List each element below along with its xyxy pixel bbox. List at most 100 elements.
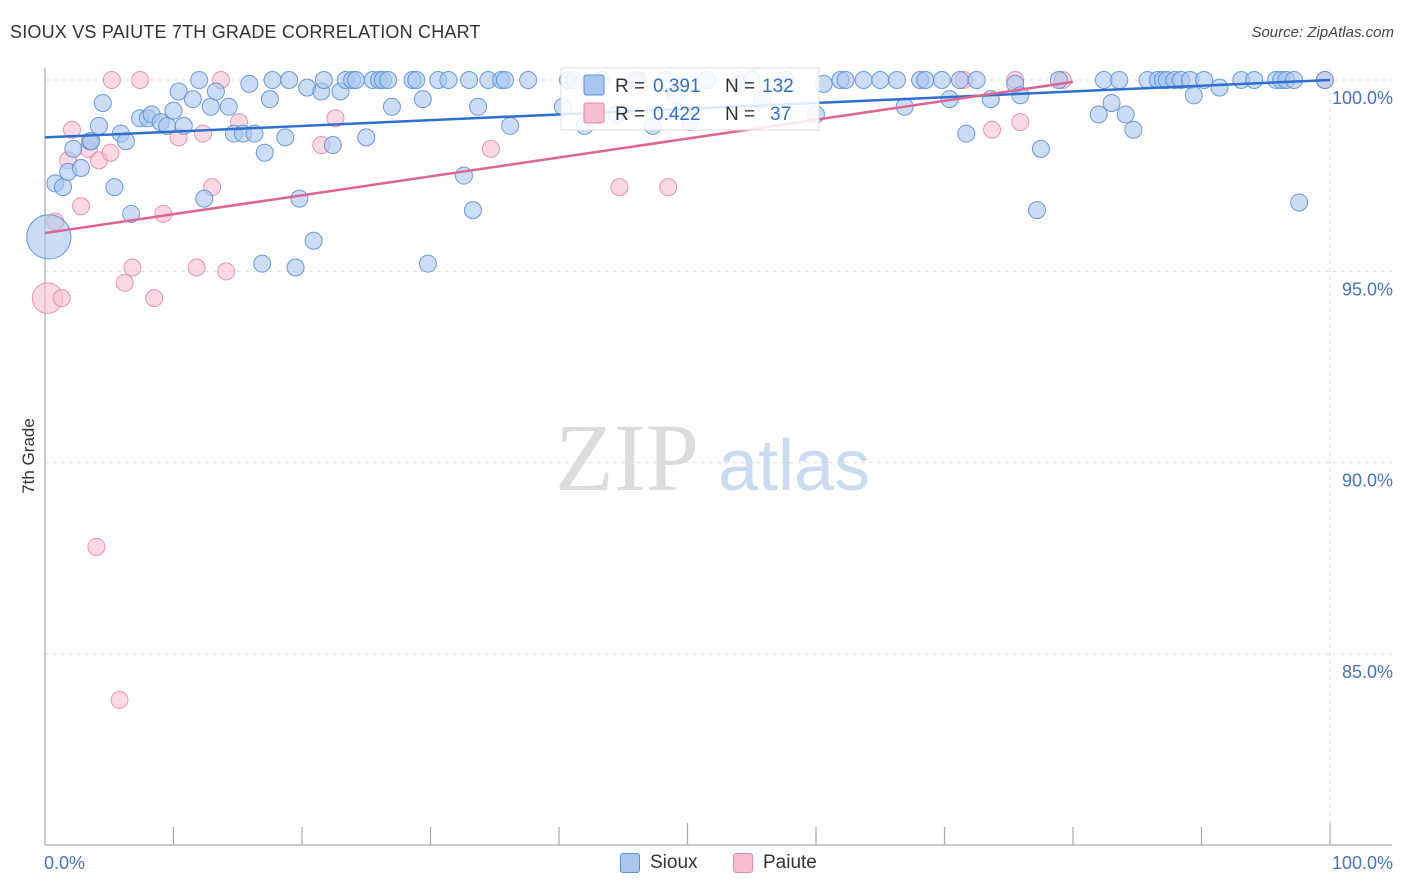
tick-labels: 100.0% 95.0% 90.0% 85.0% 0.0% 100.0%: [44, 88, 1393, 873]
sioux-point: [501, 116, 520, 135]
paiute-point: [52, 289, 71, 308]
sioux-r-label: R =: [615, 76, 645, 97]
sioux-point: [286, 258, 305, 277]
paiute-point: [87, 537, 106, 556]
paiute-point: [110, 690, 129, 709]
sioux-point: [1089, 105, 1108, 124]
sioux-point: [469, 97, 488, 116]
sioux-point: [122, 204, 141, 223]
sioux-point: [206, 82, 225, 101]
chart-title: SIOUX VS PAIUTE 7TH GRADE CORRELATION CH…: [10, 22, 481, 42]
sioux-point: [379, 71, 398, 89]
sioux-point: [240, 74, 259, 93]
paiute-point: [610, 178, 629, 197]
paiute-point: [217, 262, 236, 281]
paiute-point: [326, 109, 345, 128]
sioux-point: [967, 71, 986, 89]
sioux-point: [854, 71, 873, 89]
sioux-point: [263, 71, 282, 89]
sioux-swatch: [620, 853, 640, 873]
sioux-point: [407, 71, 426, 89]
sioux-point: [1290, 193, 1309, 212]
sioux-point: [1124, 120, 1143, 139]
sioux-point: [64, 139, 83, 158]
sioux-point: [169, 82, 188, 101]
sioux-point: [460, 71, 479, 89]
legend-item-sioux[interactable]: Sioux: [620, 852, 698, 874]
sioux-point: [950, 71, 969, 89]
paiute-trend-line: [44, 80, 1074, 235]
sioux-point: [932, 71, 951, 89]
sioux-point: [1245, 71, 1264, 89]
source-credit: Source: ZipAtlas.com: [1251, 24, 1394, 41]
y-tick-label: 85.0%: [1342, 662, 1393, 682]
sioux-legend-swatch: [583, 74, 605, 96]
legend-label-paiute: Paiute: [763, 852, 817, 873]
watermark-zip: ZIP: [555, 404, 699, 511]
sioux-point: [887, 71, 906, 89]
paiute-r-value: 0.422: [653, 104, 701, 125]
paiute-series: [31, 71, 1334, 709]
sioux-point: [195, 189, 214, 208]
sioux-point: [183, 90, 202, 109]
sioux-point: [1028, 201, 1047, 220]
sioux-point: [290, 189, 309, 208]
sioux-point: [82, 132, 101, 151]
sioux-point: [357, 128, 376, 147]
sioux-point: [463, 201, 482, 220]
y-tick-label: 100.0%: [1332, 88, 1393, 108]
sioux-n-value: 132: [762, 76, 794, 97]
sioux-point: [93, 93, 112, 112]
paiute-point: [187, 258, 206, 277]
y-axis-title: 7th Grade: [19, 418, 38, 494]
sioux-point: [1110, 71, 1129, 89]
sioux-point: [1210, 78, 1229, 97]
paiute-point: [101, 143, 120, 162]
sioux-point: [382, 97, 401, 116]
paiute-point: [71, 197, 90, 216]
sioux-point: [71, 159, 90, 178]
y-tick-label: 90.0%: [1342, 471, 1393, 491]
sioux-point: [413, 90, 432, 109]
sioux-point: [314, 71, 333, 89]
sioux-point: [1102, 93, 1121, 112]
sioux-r-value: 0.391: [653, 76, 701, 97]
paiute-point: [123, 258, 142, 277]
sioux-point: [201, 97, 220, 116]
legend-item-paiute[interactable]: Paiute: [733, 852, 817, 874]
paiute-point: [115, 273, 134, 292]
paiute-n-value: 37: [770, 104, 791, 125]
paiute-n-label: N =: [725, 104, 755, 125]
sioux-point: [957, 124, 976, 143]
bottom-legend: Sioux Paiute: [0, 852, 1406, 878]
paiute-swatch: [733, 853, 753, 873]
sioux-point: [276, 128, 295, 147]
sioux-point: [1285, 71, 1304, 89]
paiute-r-label: R =: [615, 104, 645, 125]
paiute-point: [659, 178, 678, 197]
sioux-point: [418, 254, 437, 273]
y-tick-label: 95.0%: [1342, 279, 1393, 299]
x-tick-label: 0.0%: [44, 853, 85, 873]
sioux-point: [304, 231, 323, 250]
paiute-point: [983, 120, 1002, 139]
axes: [44, 68, 1392, 846]
sioux-point: [1094, 71, 1113, 89]
sioux-point: [105, 178, 124, 197]
paiute-legend-swatch: [583, 102, 605, 124]
watermark-atlas: atlas: [718, 426, 870, 506]
paiute-point: [62, 120, 81, 139]
x-tick-label: 100.0%: [1332, 853, 1393, 873]
sioux-point: [1116, 105, 1135, 124]
sioux-point: [190, 71, 209, 89]
legend-label-sioux: Sioux: [650, 852, 698, 873]
sioux-point: [346, 71, 365, 89]
paiute-point: [481, 139, 500, 158]
sioux-point: [280, 71, 299, 89]
sioux-point: [871, 71, 890, 89]
paiute-point: [194, 124, 213, 143]
sioux-point: [253, 254, 272, 273]
paiute-point: [145, 289, 164, 308]
sioux-point: [53, 178, 72, 197]
paiute-point: [1011, 113, 1030, 132]
